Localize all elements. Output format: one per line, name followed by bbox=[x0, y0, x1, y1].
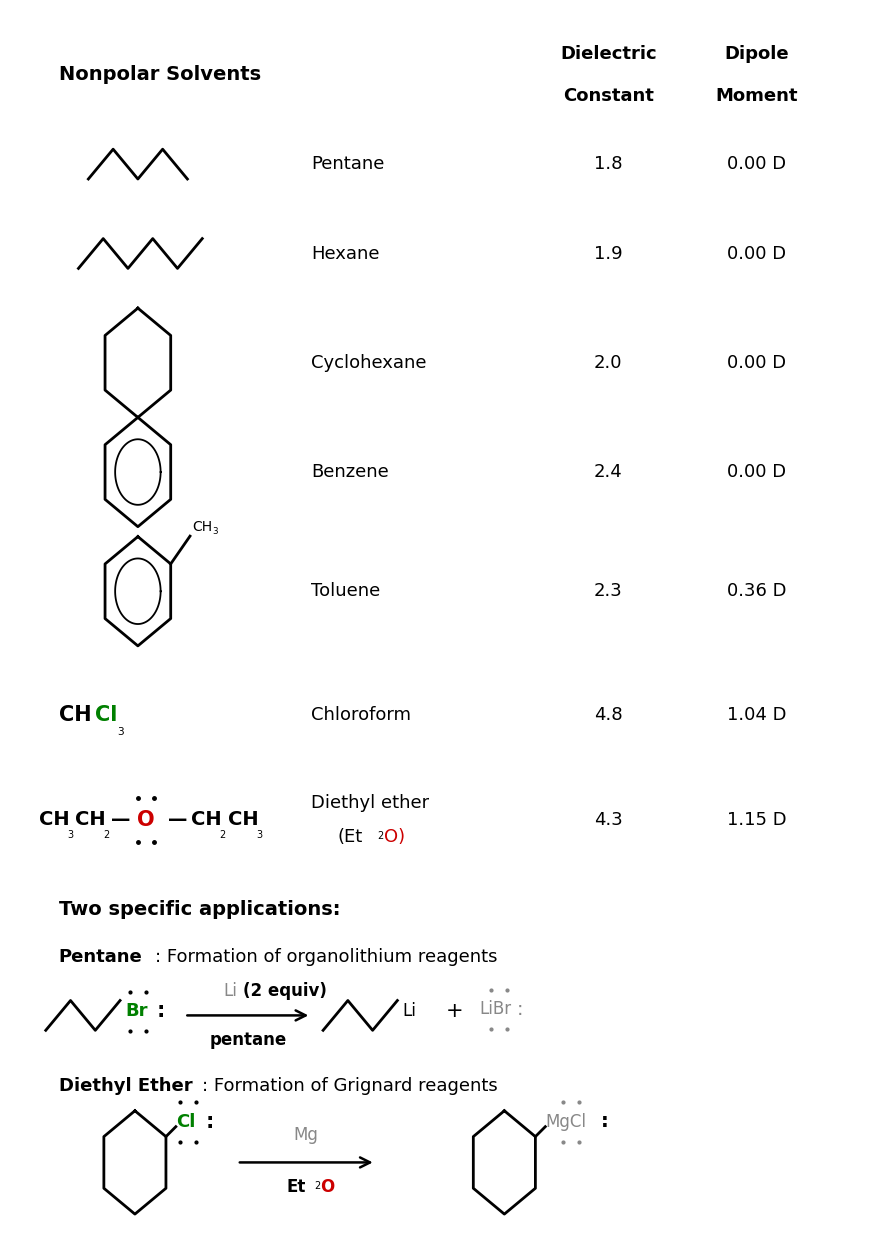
Text: Pentane: Pentane bbox=[311, 154, 385, 173]
Text: :: : bbox=[517, 1000, 524, 1019]
Text: Two specific applications:: Two specific applications: bbox=[59, 899, 340, 918]
Text: 0.36 D: 0.36 D bbox=[727, 583, 787, 600]
Text: 0.00 D: 0.00 D bbox=[727, 463, 787, 481]
Text: CH: CH bbox=[228, 810, 259, 829]
Text: $_3$: $_3$ bbox=[256, 826, 263, 840]
Text: $_3$: $_3$ bbox=[212, 524, 218, 538]
Text: 0.00 D: 0.00 D bbox=[727, 154, 787, 173]
Text: Diethyl Ether: Diethyl Ether bbox=[59, 1076, 192, 1095]
Text: : Formation of Grignard reagents: : Formation of Grignard reagents bbox=[202, 1076, 498, 1095]
Text: Hexane: Hexane bbox=[311, 245, 379, 263]
Text: 2.3: 2.3 bbox=[594, 583, 623, 600]
Text: Dipole: Dipole bbox=[725, 45, 789, 63]
Text: $_3$: $_3$ bbox=[66, 826, 74, 840]
Text: O: O bbox=[320, 1178, 335, 1196]
Text: Nonpolar Solvents: Nonpolar Solvents bbox=[59, 65, 260, 84]
Text: 0.00 D: 0.00 D bbox=[727, 354, 787, 372]
Text: Li: Li bbox=[223, 982, 237, 1000]
Text: $_2$: $_2$ bbox=[314, 1178, 322, 1192]
Text: Chloroform: Chloroform bbox=[311, 706, 411, 725]
Text: CH: CH bbox=[59, 706, 91, 726]
Text: 4.8: 4.8 bbox=[594, 706, 622, 725]
Text: Mg: Mg bbox=[294, 1125, 319, 1144]
Text: O: O bbox=[137, 810, 155, 830]
Text: Cl: Cl bbox=[176, 1113, 195, 1130]
Text: $_2$: $_2$ bbox=[103, 826, 111, 840]
Text: LiBr: LiBr bbox=[480, 1001, 511, 1019]
Text: pentane: pentane bbox=[209, 1031, 287, 1049]
Text: 0.00 D: 0.00 D bbox=[727, 245, 787, 263]
Text: MgCl: MgCl bbox=[545, 1113, 586, 1130]
Text: —: — bbox=[168, 810, 187, 829]
Text: CH: CH bbox=[192, 520, 212, 534]
Text: 4.3: 4.3 bbox=[594, 810, 623, 829]
Text: Et: Et bbox=[287, 1178, 306, 1196]
Text: Cyclohexane: Cyclohexane bbox=[311, 354, 427, 372]
Text: Moment: Moment bbox=[716, 87, 798, 104]
Text: Diethyl ether: Diethyl ether bbox=[311, 794, 429, 811]
Text: +: + bbox=[446, 1001, 463, 1021]
Text: Br: Br bbox=[125, 1002, 148, 1020]
Text: Constant: Constant bbox=[563, 87, 654, 104]
Text: Toluene: Toluene bbox=[311, 583, 380, 600]
Text: Benzene: Benzene bbox=[311, 463, 389, 481]
Text: —: — bbox=[111, 810, 130, 829]
Text: Pentane: Pentane bbox=[59, 948, 142, 966]
Text: Li: Li bbox=[402, 1002, 416, 1020]
Text: $_2$: $_2$ bbox=[377, 828, 384, 842]
Text: 2.4: 2.4 bbox=[594, 463, 623, 481]
Text: Dielectric: Dielectric bbox=[560, 45, 656, 63]
Text: (Et: (Et bbox=[338, 828, 364, 845]
Text: 2.0: 2.0 bbox=[594, 354, 622, 372]
Text: $_2$: $_2$ bbox=[219, 826, 226, 840]
Text: CH: CH bbox=[75, 810, 106, 829]
Text: 1.15 D: 1.15 D bbox=[727, 810, 787, 829]
Text: Cl: Cl bbox=[95, 706, 118, 726]
Text: 1.9: 1.9 bbox=[594, 245, 622, 263]
Text: 1.8: 1.8 bbox=[594, 154, 622, 173]
Text: :: : bbox=[156, 1001, 165, 1021]
Text: O): O) bbox=[384, 828, 405, 845]
Text: : Formation of organolithium reagents: : Formation of organolithium reagents bbox=[155, 948, 497, 966]
Text: :: : bbox=[600, 1113, 608, 1132]
Text: $_3$: $_3$ bbox=[117, 722, 125, 737]
Text: 1.04 D: 1.04 D bbox=[727, 706, 787, 725]
Text: :: : bbox=[205, 1112, 214, 1132]
Text: (2 equiv): (2 equiv) bbox=[243, 982, 327, 1000]
Text: CH: CH bbox=[38, 810, 69, 829]
Text: CH: CH bbox=[191, 810, 222, 829]
